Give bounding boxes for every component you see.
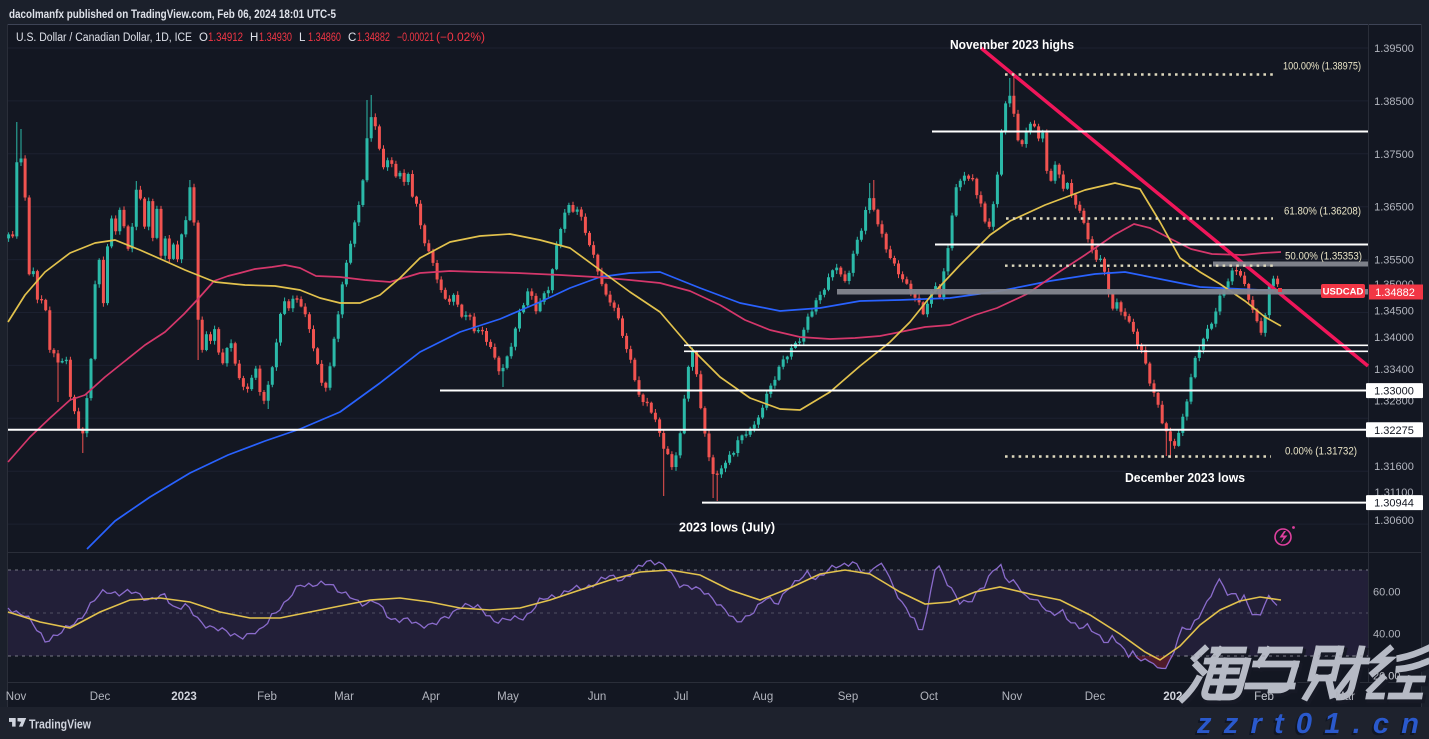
svg-text:1.34930: 1.34930 [259,32,292,44]
svg-text:2023: 2023 [171,691,197,703]
svg-text:100.00% (1.38975): 100.00% (1.38975) [1283,61,1361,73]
svg-text:1.34882: 1.34882 [1375,287,1415,299]
svg-text:40.00: 40.00 [1373,629,1401,641]
svg-text:1.36500: 1.36500 [1374,202,1414,214]
svg-text:61.80% (1.36208): 61.80% (1.36208) [1284,206,1361,218]
svg-text:Nov: Nov [6,691,27,703]
svg-text:1.34000: 1.34000 [1374,332,1414,344]
svg-text:zzrt01.cn: zzrt01.cn [1194,710,1423,739]
svg-text:Oct: Oct [920,691,939,703]
svg-text:Sep: Sep [838,691,858,703]
svg-text:November 2023 highs: November 2023 highs [950,38,1074,52]
svg-text:U.S. Dollar / Canadian Dollar,: U.S. Dollar / Canadian Dollar, 1D, ICE [16,32,192,44]
svg-text:1.38500: 1.38500 [1374,96,1414,108]
svg-text:1.34860: 1.34860 [308,32,341,44]
svg-text:Dec: Dec [90,691,111,703]
svg-text:1.35500: 1.35500 [1374,255,1414,267]
svg-text:Aug: Aug [753,691,773,703]
svg-text:1.34500: 1.34500 [1374,306,1414,318]
svg-text:0.00% (1.31732): 0.00% (1.31732) [1285,446,1357,458]
svg-text:1.31600: 1.31600 [1374,461,1414,473]
svg-text:1.37500: 1.37500 [1374,149,1414,161]
svg-text:1.32275: 1.32275 [1374,425,1414,437]
svg-text:December 2023 lows: December 2023 lows [1125,471,1245,485]
svg-text:O: O [199,32,208,44]
svg-text:C: C [348,32,356,44]
svg-text:−0.00021: −0.00021 [397,32,434,44]
svg-text:Apr: Apr [422,691,440,703]
svg-text:zzrt01.cn: zzrt01.cn [1196,708,1425,739]
svg-text:1.33400: 1.33400 [1374,364,1414,376]
svg-text:1.39500: 1.39500 [1374,43,1414,55]
svg-text:USDCAD: USDCAD [1323,287,1364,298]
svg-text:1.30944: 1.30944 [1374,498,1414,510]
svg-text:Dec: Dec [1085,691,1106,703]
svg-text:1.30600: 1.30600 [1374,515,1414,527]
svg-text:Jul: Jul [674,691,689,703]
svg-text:H: H [250,32,258,44]
svg-text:May: May [497,691,519,703]
svg-text:Nov: Nov [1002,691,1023,703]
svg-text:Mar: Mar [334,691,354,703]
svg-text:Feb: Feb [257,691,277,703]
svg-text:2023 lows (July): 2023 lows (July) [679,521,775,535]
svg-text:1.34912: 1.34912 [208,32,243,44]
svg-text:60.00: 60.00 [1373,587,1401,599]
svg-text:(−0.02%): (−0.02%) [436,32,485,44]
svg-text:20.00: 20.00 [1373,671,1401,683]
svg-text:1.33000: 1.33000 [1374,386,1414,398]
svg-text:dacolmanfx published on Tradin: dacolmanfx published on TradingView.com,… [9,9,337,21]
svg-text:50.00% (1.35353): 50.00% (1.35353) [1285,251,1362,263]
svg-text:Jun: Jun [588,691,607,703]
svg-text:L: L [299,32,306,44]
svg-text:TradingView: TradingView [29,718,91,732]
svg-text:1.32800: 1.32800 [1374,396,1414,408]
svg-text:Feb: Feb [1254,691,1274,703]
svg-text:Mar: Mar [1335,691,1355,703]
svg-text:1.34882: 1.34882 [357,32,390,44]
